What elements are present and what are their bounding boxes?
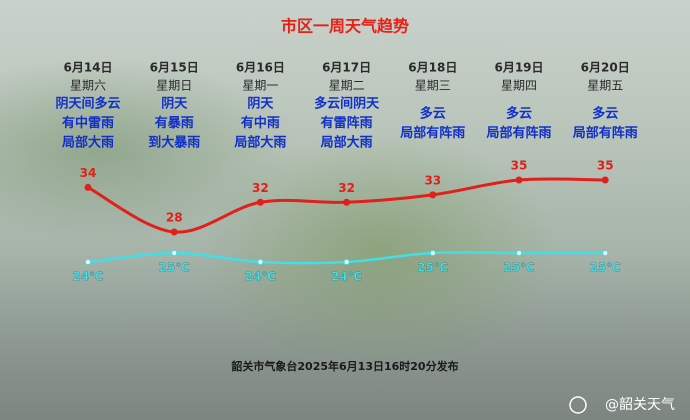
point xyxy=(429,250,436,256)
weather-text: 到大暴雨 xyxy=(148,135,200,151)
point xyxy=(343,198,351,206)
weather-text: 阴天 xyxy=(161,97,188,112)
weather-text: 局部有阵雨 xyxy=(573,125,638,141)
weather-text: 局部大雨 xyxy=(234,135,286,151)
weather-text: 局部大雨 xyxy=(321,135,373,151)
weather-text: 局部有阵雨 xyxy=(486,125,551,141)
value-label: 24℃ xyxy=(245,270,276,284)
point xyxy=(516,250,522,256)
point xyxy=(170,228,178,236)
weibo-icon xyxy=(569,396,587,414)
date: 6月20日 xyxy=(581,61,630,75)
weather-text: 有中雷雨 xyxy=(62,115,114,131)
weather-text: 阴天间多云 xyxy=(55,96,120,112)
date: 6月16日 xyxy=(236,61,285,75)
point xyxy=(602,250,609,256)
weather-text: 多云间阴天 xyxy=(314,96,380,112)
weekday: 星期五 xyxy=(587,79,623,93)
value-label: 24℃ xyxy=(331,270,362,284)
value-label: 24℃ xyxy=(72,270,103,284)
weather-text: 多云 xyxy=(506,106,532,122)
weather-text: 局部大雨 xyxy=(62,135,114,151)
value-label: 25℃ xyxy=(503,261,534,275)
chart-title: 市区一周天气趋势 xyxy=(281,17,409,36)
weekday: 星期一 xyxy=(242,79,278,93)
point xyxy=(515,176,523,184)
date: 6月17日 xyxy=(322,61,371,75)
weather-text: 多云 xyxy=(592,106,618,122)
value-label: 28 xyxy=(166,211,183,225)
value-label: 25℃ xyxy=(159,261,190,275)
point xyxy=(343,259,350,265)
weekday: 星期四 xyxy=(501,79,537,93)
point xyxy=(256,198,264,206)
weather-text: 阴天 xyxy=(247,97,274,112)
point xyxy=(84,183,92,191)
date: 6月18日 xyxy=(408,61,457,75)
weather-text: 多云 xyxy=(420,106,446,122)
point xyxy=(601,176,609,184)
point xyxy=(257,259,264,265)
weekday: 星期二 xyxy=(329,79,365,93)
date: 6月19日 xyxy=(494,61,543,75)
weather-text: 有中雨 xyxy=(241,115,280,131)
weather-text: 有暴雨 xyxy=(155,115,194,131)
value-label: 35 xyxy=(597,159,614,173)
value-label: 25℃ xyxy=(417,261,448,275)
date: 6月15日 xyxy=(150,61,199,75)
value-label: 33 xyxy=(424,173,441,187)
point xyxy=(429,191,437,199)
point xyxy=(171,250,178,256)
watermark: @韶关天气 xyxy=(605,397,675,413)
value-label: 35 xyxy=(511,159,528,173)
weather-text: 有雷阵雨 xyxy=(321,115,373,131)
weekday: 星期三 xyxy=(415,79,451,93)
value-label: 32 xyxy=(338,181,355,195)
footer: 韶关市气象台2025年6月13日16时20分发布 xyxy=(231,359,458,373)
date: 6月14日 xyxy=(63,61,112,75)
point xyxy=(85,259,91,265)
value-label: 34 xyxy=(80,166,97,180)
value-label: 32 xyxy=(252,181,269,195)
value-label: 25℃ xyxy=(590,261,621,275)
weather-text: 局部有阵雨 xyxy=(400,125,465,141)
weekday: 星期六 xyxy=(70,79,106,93)
weekday: 星期日 xyxy=(156,79,192,93)
